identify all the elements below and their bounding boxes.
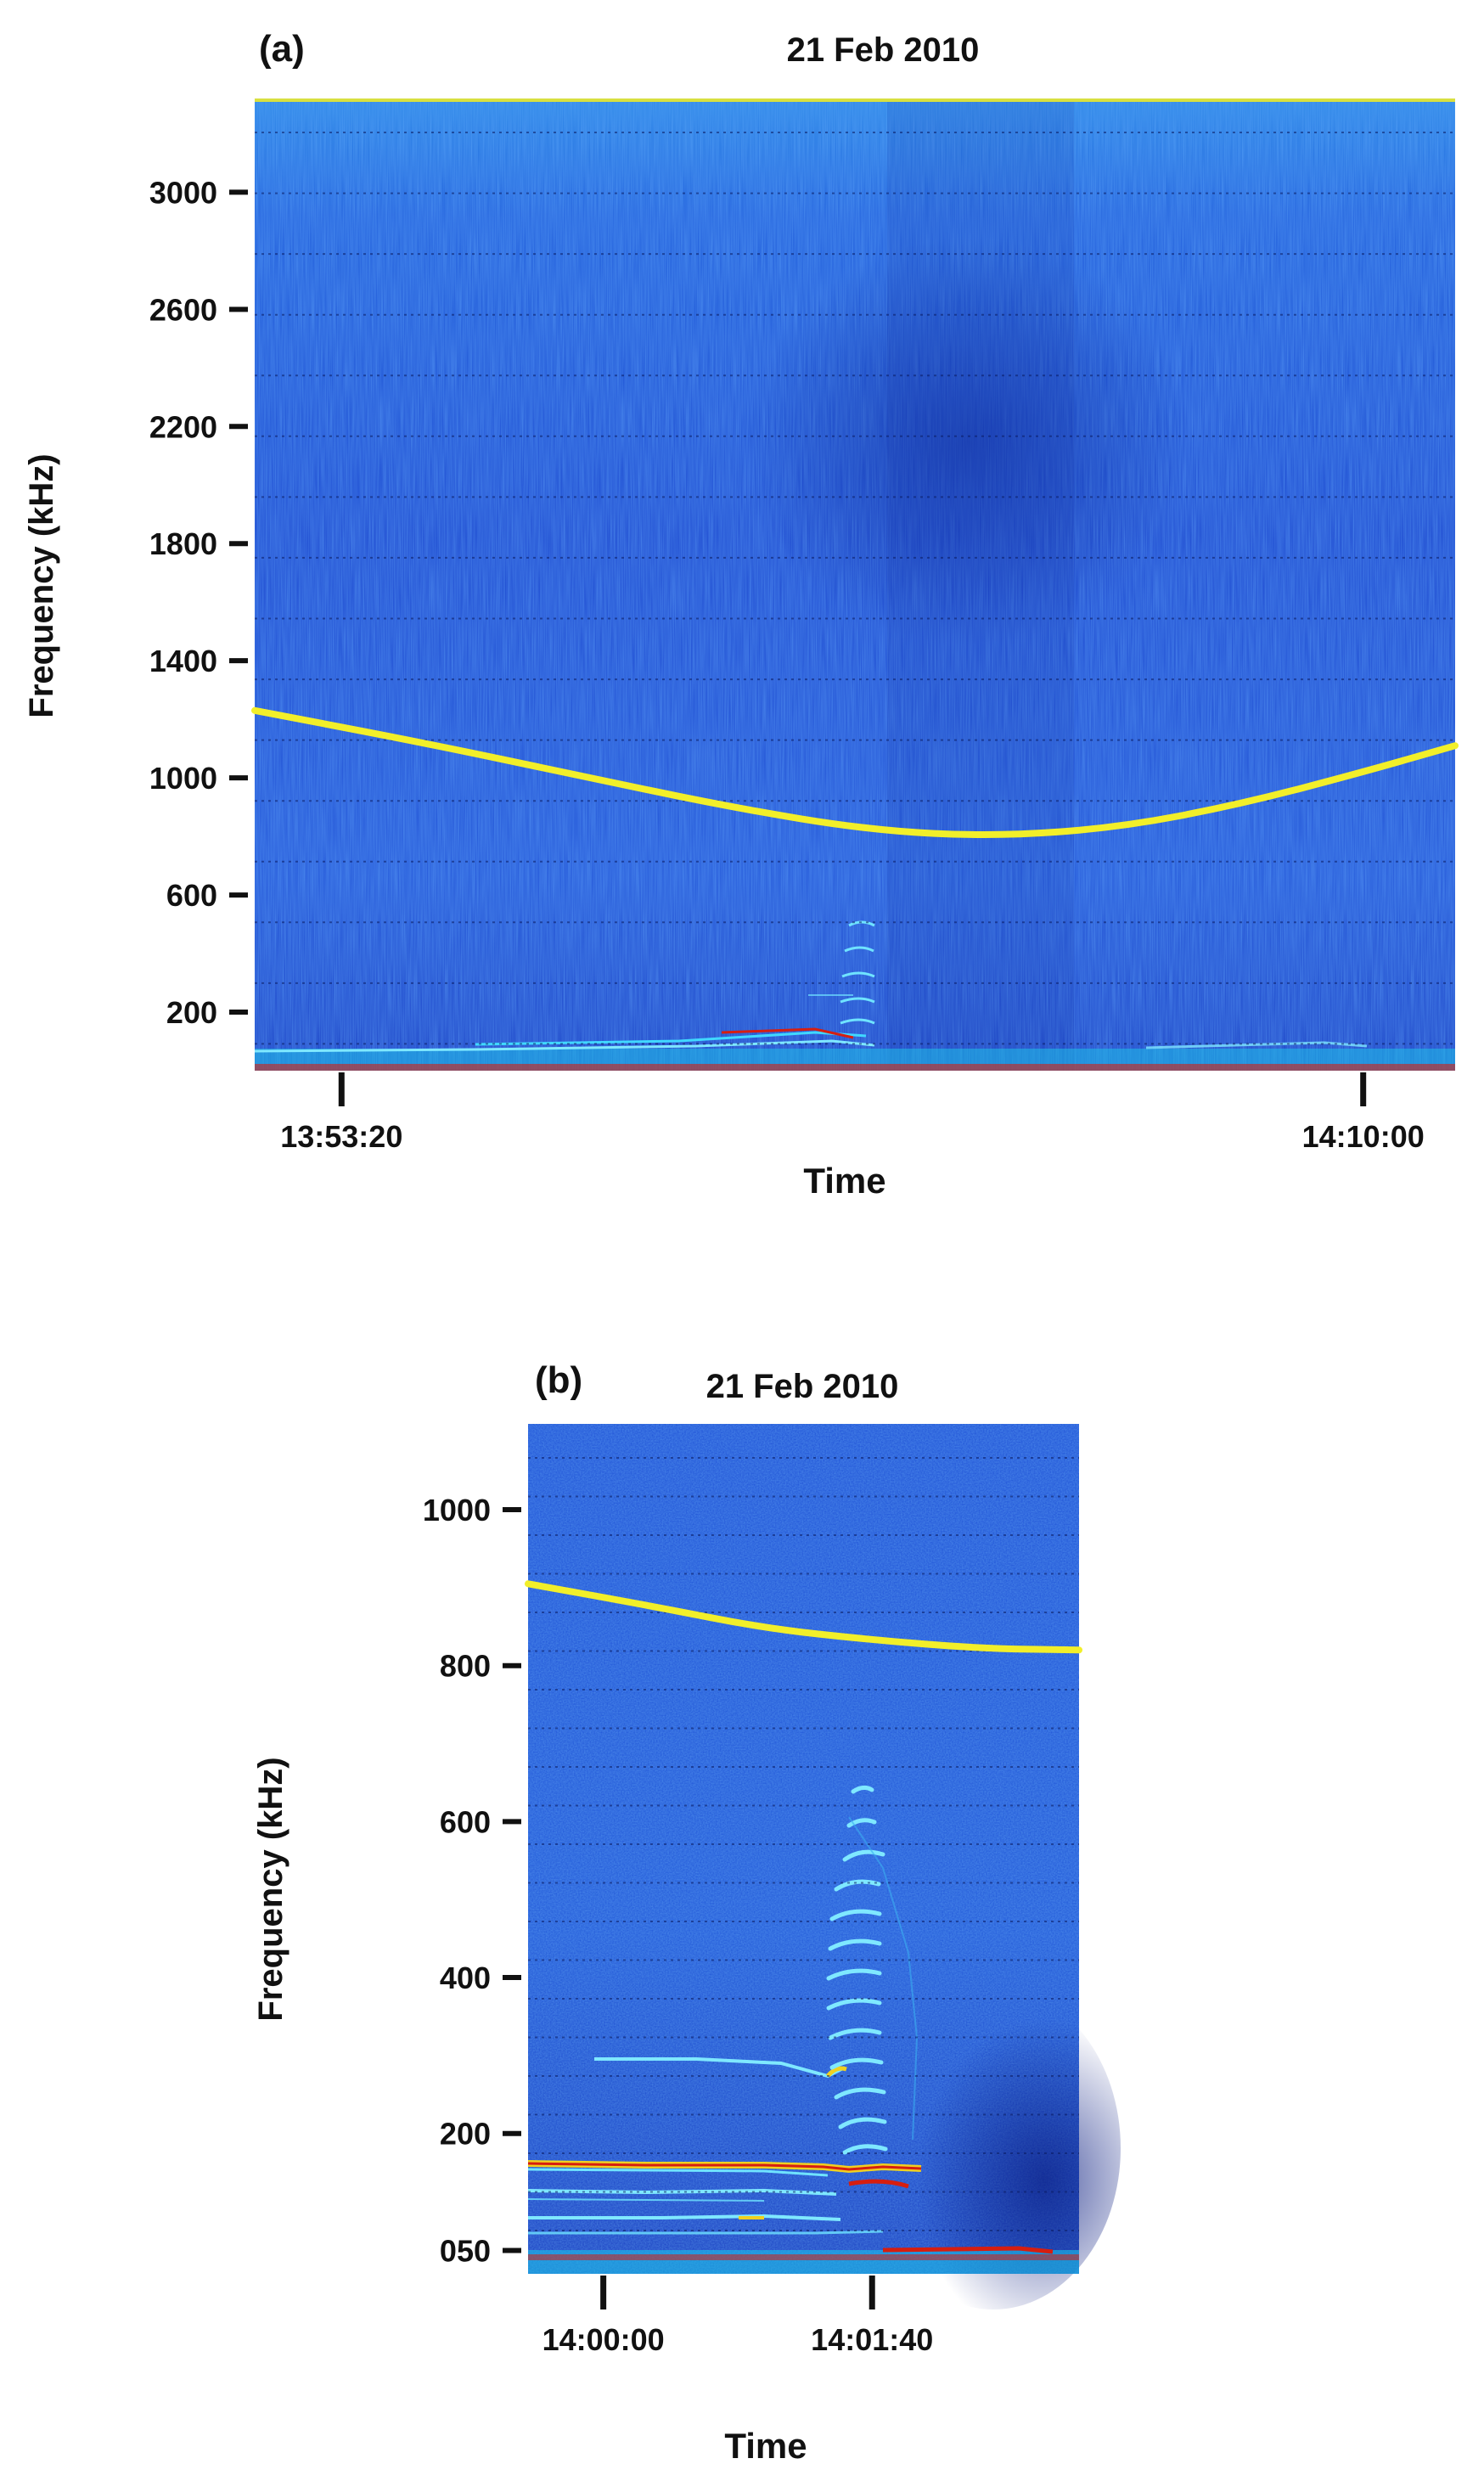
x-axis-label: Time [724,2426,807,2466]
grid-lines [255,132,1455,1045]
y-tick-label: 2200 [149,409,217,444]
y-tick-label: 1000 [423,1493,491,1527]
y-tick-label: 050 [440,2233,491,2268]
y-tick-label: 600 [166,878,217,913]
y-tick-label: 3000 [149,175,217,210]
series-trace-0 [251,706,1459,839]
y-tick-label: 600 [440,1804,491,1839]
series-trace-0 [525,1580,1082,1654]
axis-ticks: 050 200 400 600 800 1000 14:00:00 14:01:40 [423,1493,933,2357]
x-tick-label: 14:01:40 [811,2322,933,2357]
data-marks [525,1580,1082,1654]
y-tick-label: 1400 [149,644,217,678]
y-tick-label: 1800 [149,526,217,561]
spectrogram-area [254,98,1455,1071]
chart-title: 21 Feb 2010 [787,31,980,69]
axis-ticks: 200 600 1000 1400 1800 2200 2600 3000 13:53:20 14… [149,175,1425,1154]
chart-title: 21 Feb 2010 [706,1368,899,1405]
panel-b: (b) 21 Feb 2010 [252,1359,1121,2466]
y-tick-label: 1000 [149,761,217,796]
y-axis-label: Frequency (kHz) [23,453,60,717]
y-tick-label: 400 [440,1961,491,1995]
data-marks [251,706,1459,839]
panel-a: (a) 21 Feb 2010 200 600 1000 1400 1800 2200 26… [23,28,1459,1201]
y-tick-label: 200 [166,995,217,1030]
y-tick-label: 2600 [149,292,217,327]
panel-label: (a) [259,28,305,70]
x-axis-label: Time [803,1161,885,1201]
x-tick-label: 14:00:00 [542,2322,665,2357]
x-tick-label: 14:10:00 [1302,1119,1425,1154]
x-tick-label: 13:53:20 [280,1119,402,1154]
panel-label: (b) [535,1359,582,1401]
spectrogram-area [527,1424,1121,2309]
y-tick-label: 800 [440,1649,491,1684]
y-tick-label: 200 [440,2117,491,2152]
y-axis-label: Frequency (kHz) [252,1757,289,2021]
